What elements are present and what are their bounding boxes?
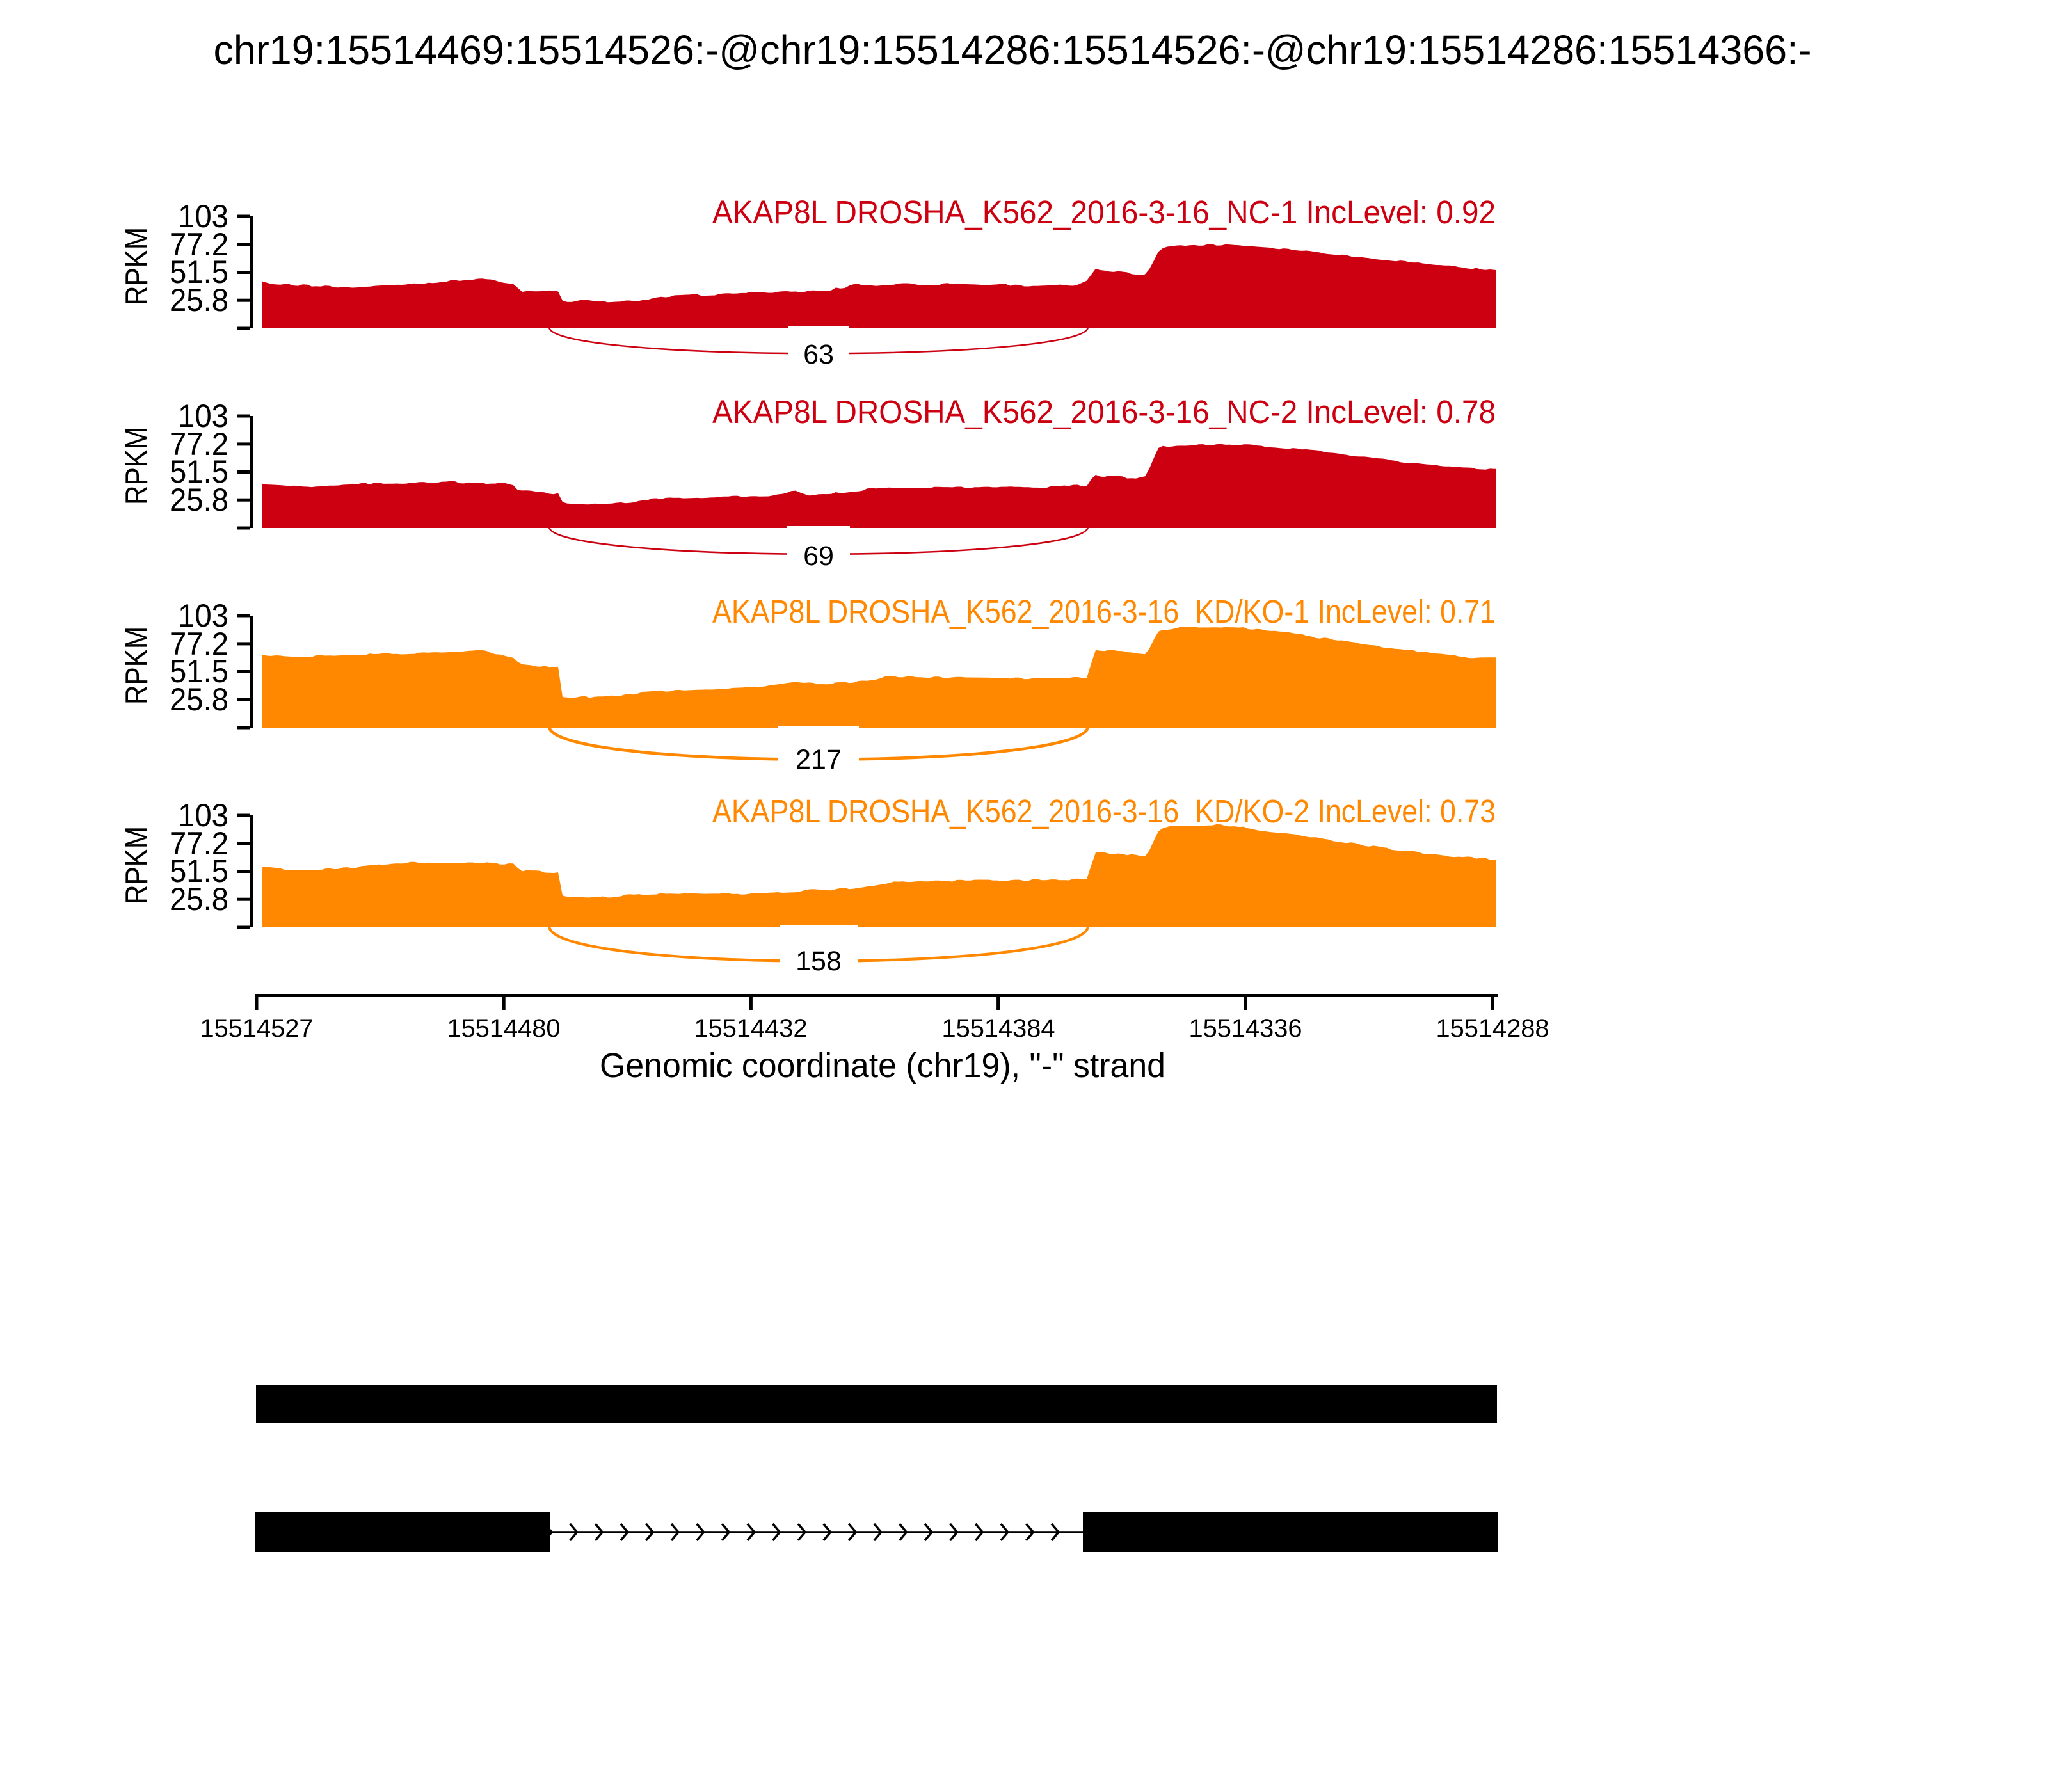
- svg-text:77.2: 77.2: [170, 826, 228, 861]
- svg-text:AKAP8L DROSHA_K562_2016-3-16_N: AKAP8L DROSHA_K562_2016-3-16_NC-2 IncLev…: [712, 394, 1496, 430]
- svg-text:103: 103: [178, 598, 228, 634]
- svg-text:77.2: 77.2: [170, 626, 228, 662]
- svg-text:Genomic coordinate (chr19), "-: Genomic coordinate (chr19), "-" strand: [600, 1046, 1165, 1085]
- svg-text:15514480: 15514480: [447, 1014, 561, 1043]
- svg-text:51.5: 51.5: [170, 853, 228, 889]
- svg-text:15514527: 15514527: [200, 1014, 314, 1043]
- svg-text:77.2: 77.2: [170, 227, 228, 262]
- svg-text:25.8: 25.8: [170, 881, 228, 917]
- svg-text:15514432: 15514432: [694, 1014, 808, 1043]
- svg-text:103: 103: [178, 198, 228, 234]
- svg-text:69: 69: [803, 541, 834, 572]
- svg-text:chr19:15514469:15514526:-@chr1: chr19:15514469:15514526:-@chr19:15514286…: [214, 27, 1812, 73]
- svg-text:51.5: 51.5: [170, 254, 228, 290]
- svg-text:RPKM: RPKM: [120, 627, 154, 705]
- svg-text:AKAP8L DROSHA_K562_2016-3-16_K: AKAP8L DROSHA_K562_2016-3-16_KD/KO-2 Inc…: [712, 793, 1496, 829]
- svg-text:25.8: 25.8: [170, 682, 228, 717]
- svg-text:15514336: 15514336: [1189, 1014, 1302, 1043]
- svg-text:RPKM: RPKM: [120, 427, 154, 505]
- svg-text:103: 103: [178, 398, 228, 434]
- svg-text:63: 63: [803, 339, 834, 370]
- svg-text:15514384: 15514384: [942, 1014, 1055, 1043]
- svg-text:51.5: 51.5: [170, 454, 228, 490]
- svg-text:AKAP8L DROSHA_K562_2016-3-16_N: AKAP8L DROSHA_K562_2016-3-16_NC-1 IncLev…: [712, 194, 1496, 230]
- svg-text:25.8: 25.8: [170, 482, 228, 518]
- svg-text:15514288: 15514288: [1436, 1014, 1549, 1043]
- svg-text:51.5: 51.5: [170, 653, 228, 689]
- svg-text:103: 103: [178, 797, 228, 833]
- svg-text:77.2: 77.2: [170, 426, 228, 462]
- svg-text:217: 217: [796, 744, 842, 775]
- svg-text:RPKM: RPKM: [120, 227, 154, 305]
- svg-text:158: 158: [796, 946, 842, 977]
- svg-text:25.8: 25.8: [170, 282, 228, 318]
- svg-text:AKAP8L DROSHA_K562_2016-3-16_K: AKAP8L DROSHA_K562_2016-3-16_KD/KO-1 Inc…: [712, 593, 1496, 630]
- svg-text:RPKM: RPKM: [120, 826, 154, 904]
